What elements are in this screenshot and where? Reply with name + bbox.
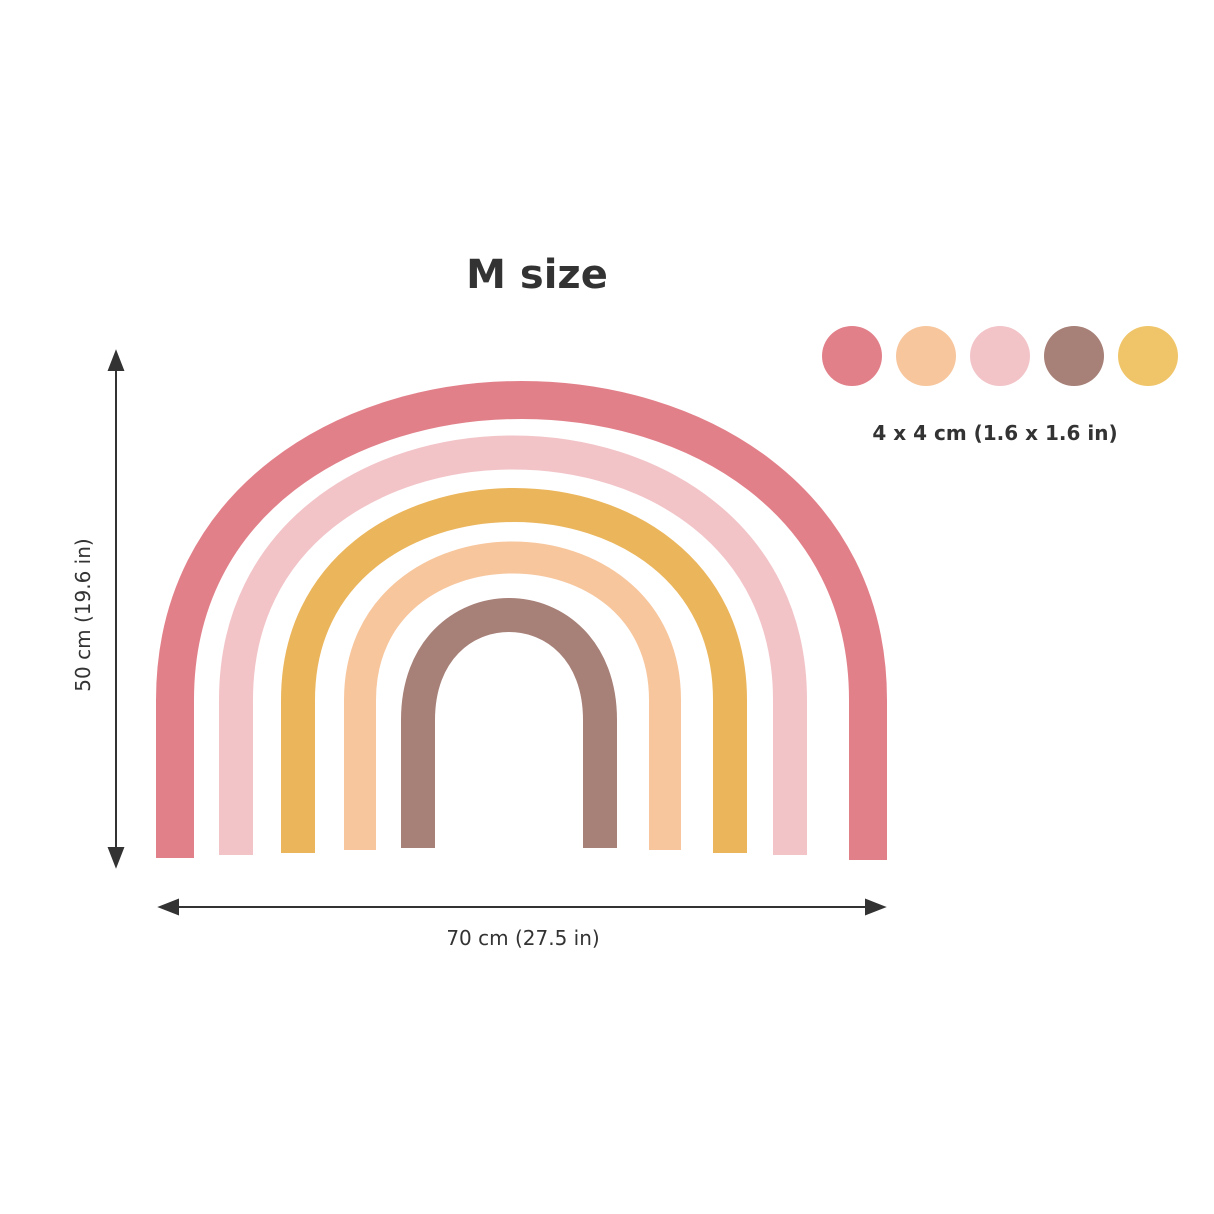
dot <box>1044 326 1104 386</box>
width-arrow <box>157 898 887 916</box>
rainbow-band <box>281 488 747 853</box>
rainbow-band <box>156 381 887 860</box>
dot <box>896 326 956 386</box>
dots <box>822 326 1178 386</box>
dots-label: 4 x 4 cm (1.6 x 1.6 in) <box>872 421 1117 445</box>
dot <box>970 326 1030 386</box>
height-arrow <box>107 349 125 869</box>
rainbow-band <box>344 541 681 850</box>
rainbow-band <box>401 598 617 848</box>
title: M size <box>466 252 608 298</box>
height-label: 50 cm (19.6 in) <box>71 538 95 691</box>
rainbow-band <box>219 435 807 855</box>
dot <box>822 326 882 386</box>
width-label: 70 cm (27.5 in) <box>446 926 599 950</box>
rainbow <box>156 381 887 860</box>
dot <box>1118 326 1178 386</box>
